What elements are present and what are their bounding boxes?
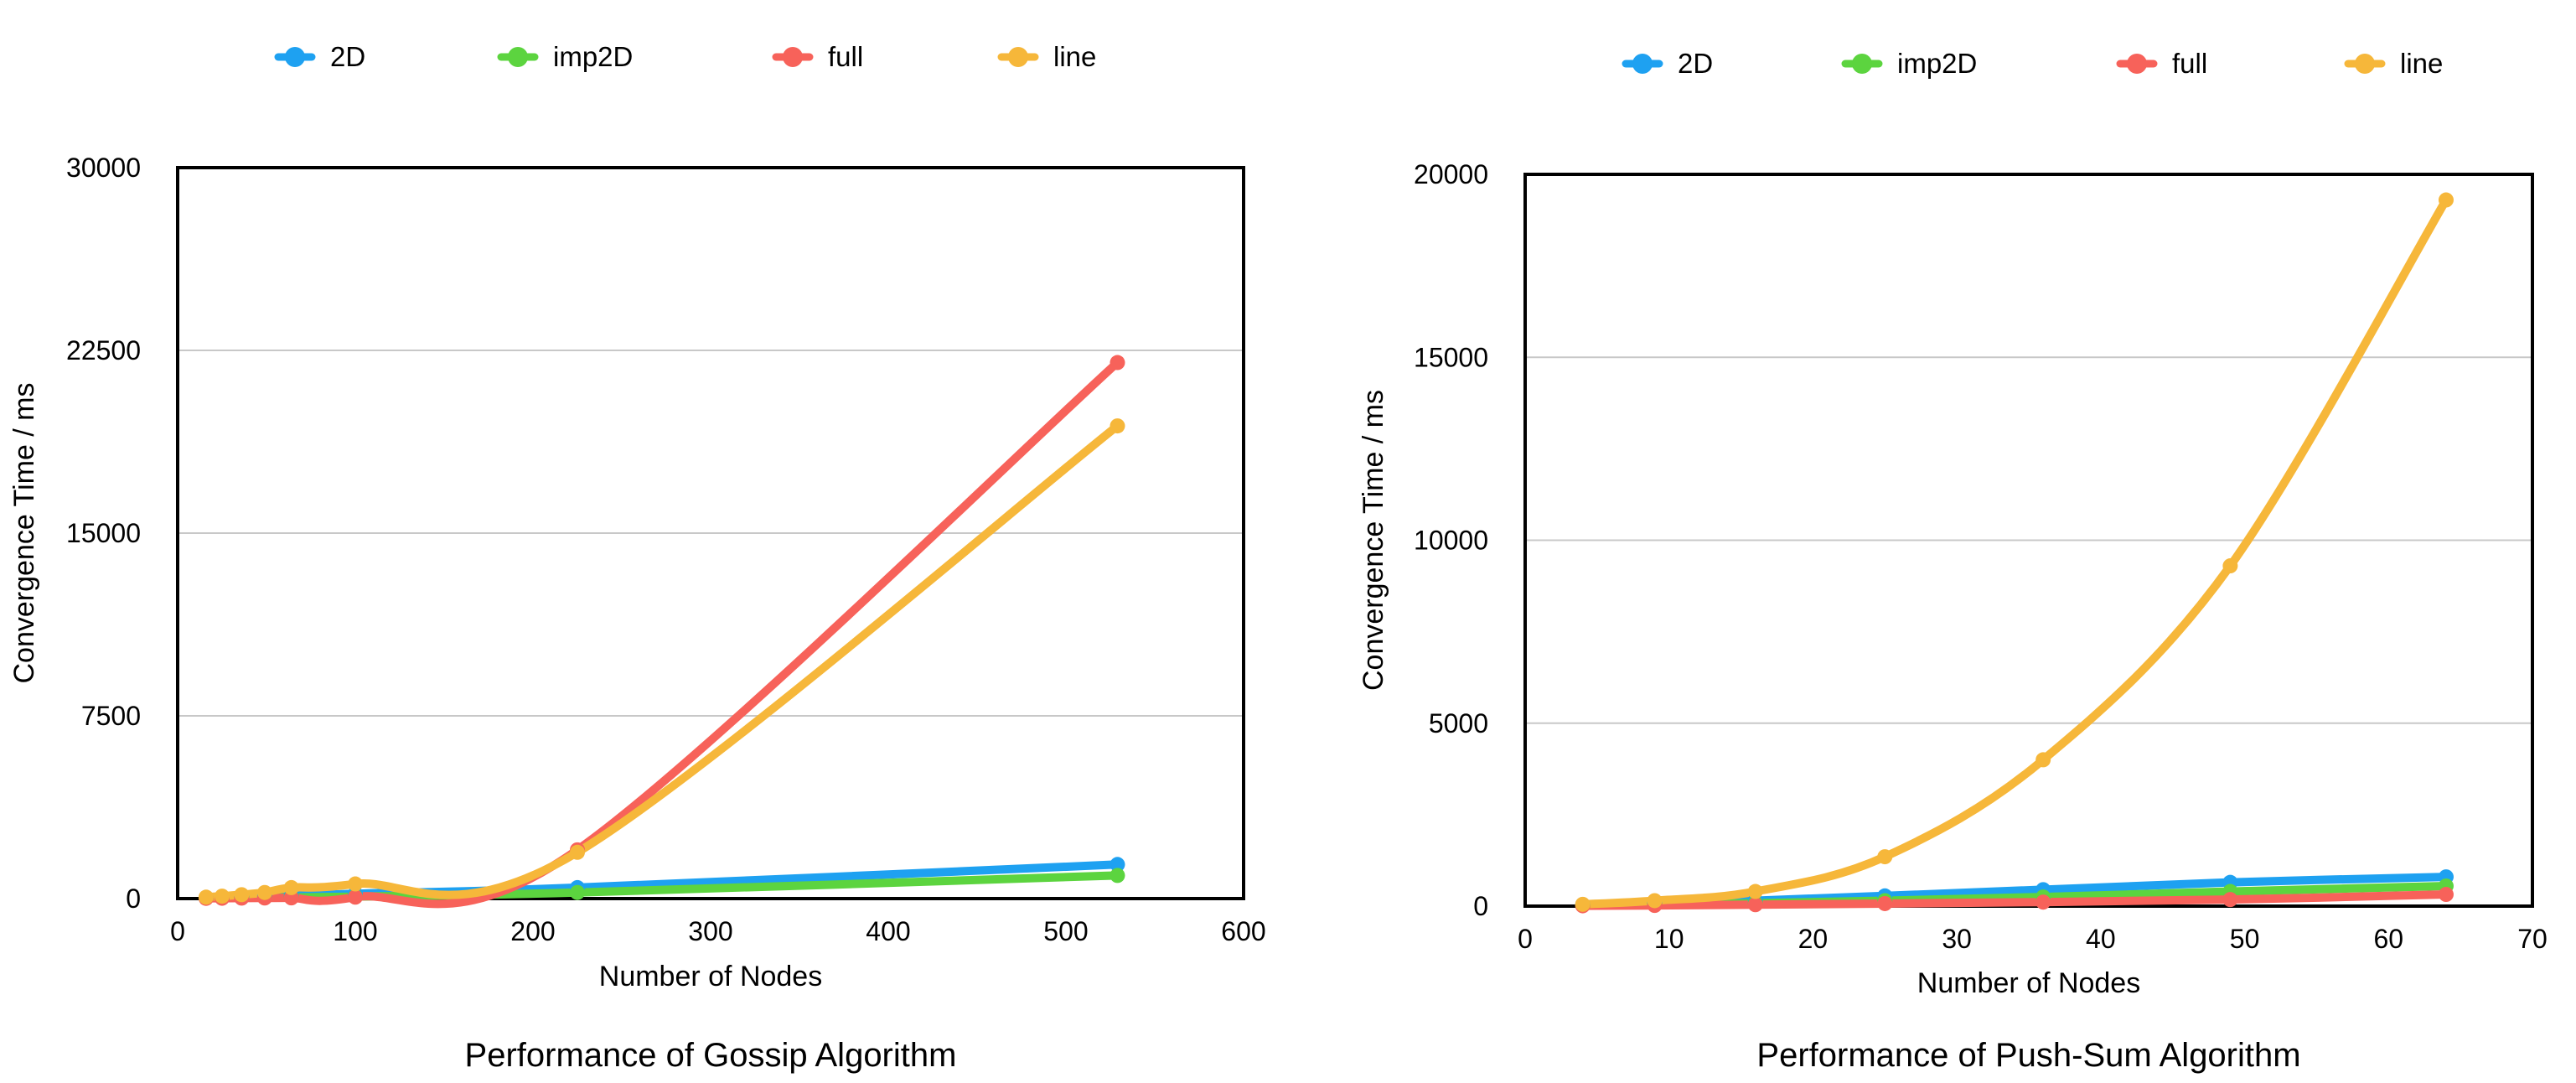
x-tick-label: 200: [510, 916, 555, 946]
data-point-line: [2222, 558, 2238, 574]
data-point-full: [2035, 894, 2051, 910]
legend-marker: [783, 47, 803, 67]
data-point-line: [1647, 893, 1663, 909]
x-tick-label: 60: [2373, 924, 2403, 954]
legend-item-2D: 2D: [1622, 48, 1713, 79]
data-point-full: [2438, 887, 2454, 903]
data-point-line: [1877, 849, 1893, 865]
x-tick-label: 40: [2086, 924, 2116, 954]
data-point-line: [234, 887, 250, 903]
data-point-line: [1747, 884, 1763, 899]
x-tick-label: 10: [1654, 924, 1684, 954]
x-tick-label: 100: [333, 916, 377, 946]
x-axis-label: Number of Nodes: [1917, 967, 2140, 999]
data-point-line: [198, 889, 214, 905]
series-line-line: [1578, 195, 2450, 909]
legend-label: imp2D: [1897, 48, 1977, 79]
legend-marker: [508, 47, 528, 67]
x-tick-label: 30: [1942, 924, 1972, 954]
data-point-line: [215, 889, 230, 904]
series-line-full: [1578, 890, 2450, 910]
x-tick-label: 300: [688, 916, 732, 946]
y-tick-label: 30000: [66, 153, 141, 183]
x-tick-label: 500: [1043, 916, 1088, 946]
data-point-full: [1747, 897, 1763, 913]
legend-marker: [285, 47, 305, 67]
legend-item-2D: 2D: [274, 41, 365, 72]
legend-item-line: line: [997, 41, 1096, 72]
legend-marker: [2355, 54, 2375, 74]
data-point-line: [2438, 192, 2454, 208]
data-point-line: [283, 879, 299, 895]
data-point-line: [256, 884, 272, 900]
legend-label: full: [2172, 48, 2207, 79]
chart-title: Performance of Push-Sum Algorithm: [1756, 1037, 2300, 1074]
y-tick-label: 15000: [66, 518, 141, 548]
legend-label: 2D: [1678, 48, 1713, 79]
y-axis-label: Convergence Time / ms: [8, 382, 40, 683]
legend-label: line: [2400, 48, 2443, 79]
x-tick-label: 0: [1518, 924, 1533, 954]
data-point-line: [1575, 896, 1591, 912]
x-axis-label: Number of Nodes: [599, 961, 822, 992]
legend-label: full: [828, 41, 863, 72]
data-point-line: [1110, 418, 1125, 434]
data-point-2D: [1110, 857, 1125, 873]
x-tick-label: 20: [1798, 924, 1829, 954]
data-point-full: [1877, 895, 1893, 911]
chart-2: 0 5000 10000 15000 20000 0 10 20 30 40 50 60 70 2D imp…: [1358, 48, 2548, 1074]
legend-label: line: [1053, 41, 1096, 72]
x-tick-label: 400: [866, 916, 910, 946]
y-tick-label: 15000: [1414, 342, 1488, 372]
y-tick-label: 0: [1473, 891, 1488, 921]
x-tick-label: 0: [170, 916, 185, 946]
legend-marker: [1852, 54, 1872, 74]
y-tick-label: 20000: [1414, 159, 1488, 189]
data-point-full: [348, 889, 363, 905]
x-tick-label: 600: [1221, 916, 1265, 946]
legend-marker: [1632, 54, 1653, 74]
y-tick-label: 0: [126, 884, 141, 914]
legend-item-imp2D: imp2D: [1841, 48, 1977, 79]
plot-frame: [176, 166, 1245, 900]
y-tick-label: 22500: [66, 335, 141, 365]
legend-label: imp2D: [553, 41, 633, 72]
legend-item-imp2D: imp2D: [497, 41, 633, 72]
data-point-full: [1110, 355, 1125, 370]
chart-title: Performance of Gossip Algorithm: [465, 1037, 957, 1074]
series-line-full: [201, 358, 1122, 909]
legend-item-line: line: [2344, 48, 2443, 79]
legend-marker: [1008, 47, 1028, 67]
y-tick-label: 7500: [81, 701, 141, 731]
data-point-imp2D: [1110, 868, 1125, 884]
x-tick-label: 70: [2517, 924, 2548, 954]
y-tick-label: 10000: [1414, 526, 1488, 556]
data-point-imp2D: [570, 884, 585, 900]
legend-marker: [2127, 54, 2147, 74]
chart-1: 0 7500 15000 22500 30000 0 100 200 300 400 500 600 2…: [8, 41, 1266, 1074]
legend-item-full: full: [772, 41, 863, 72]
y-axis-label: Convergence Time / ms: [1358, 390, 1389, 691]
data-point-line: [2035, 752, 2051, 768]
data-point-line: [348, 876, 363, 892]
data-point-full: [2222, 892, 2238, 908]
x-tick-label: 50: [2230, 924, 2260, 954]
data-point-line: [570, 844, 585, 860]
y-tick-label: 5000: [1429, 708, 1488, 738]
legend-item-full: full: [2116, 48, 2207, 79]
legend-label: 2D: [330, 41, 365, 72]
